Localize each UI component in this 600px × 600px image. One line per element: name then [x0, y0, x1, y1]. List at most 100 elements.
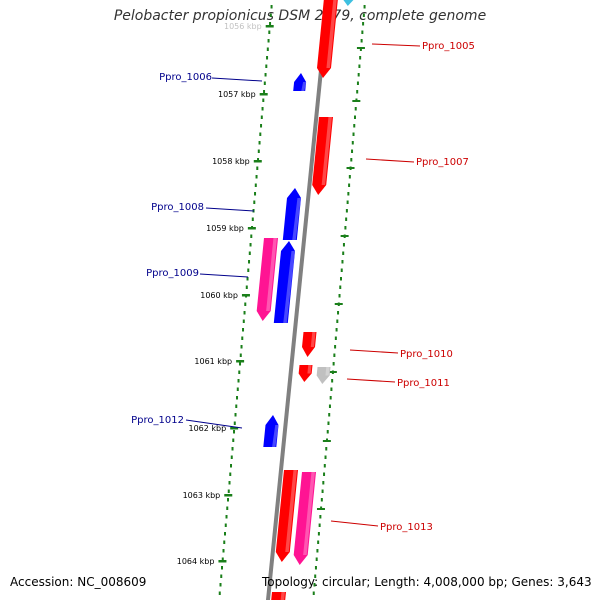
track-dot — [222, 549, 225, 553]
track-dash — [340, 235, 349, 237]
track-dot — [325, 447, 328, 451]
gene-body[interactable] — [273, 241, 295, 323]
gene-label-ppro-1005[interactable]: Ppro_1005 — [422, 41, 475, 52]
track-dot — [326, 430, 329, 434]
gene-label-ppro-1012[interactable]: Ppro_1012 — [131, 415, 184, 426]
gene-labels: Ppro_1005 Ppro_1006 Ppro_1007 Ppro_1008 Ppro… — [131, 41, 475, 533]
track-dot — [266, 47, 269, 51]
track-dot — [362, 13, 365, 17]
gene-ppro-1008[interactable] — [282, 188, 301, 240]
track-dot — [323, 472, 326, 476]
tick-dot-tracks — [218, 5, 366, 595]
track-dot — [333, 353, 336, 357]
track-dot — [224, 532, 227, 536]
track-dot — [227, 489, 230, 493]
gene-ppro-1010[interactable] — [302, 332, 317, 357]
track-dot — [332, 362, 335, 366]
track-dot — [260, 115, 263, 119]
gene-ppro-1009-pseudo[interactable] — [256, 238, 278, 321]
gene-label-ppro-1006[interactable]: Ppro_1006 — [159, 72, 212, 83]
genome-backbone — [265, 0, 331, 600]
track-dot — [339, 285, 342, 289]
track-dot — [248, 260, 251, 264]
gene-body[interactable] — [343, 0, 354, 6]
track-dot — [317, 532, 320, 536]
track-dot — [257, 158, 260, 162]
track-dot — [251, 217, 254, 221]
track-dot — [328, 404, 331, 408]
track-dot — [230, 464, 233, 468]
track-dot — [262, 98, 265, 102]
track-dot — [361, 30, 364, 34]
gene-ppro-1012[interactable] — [263, 415, 279, 447]
track-dot — [256, 166, 259, 170]
track-dot — [330, 387, 333, 391]
track-dot — [363, 5, 366, 9]
gene-ppro-1013[interactable] — [275, 470, 298, 562]
tick-label: 1056 kbp — [224, 22, 262, 31]
track-dot — [345, 209, 348, 213]
track-dash — [346, 167, 355, 169]
track-dot — [234, 413, 237, 417]
gene-label-ppro-1007[interactable]: Ppro_1007 — [416, 157, 469, 168]
track-dot — [348, 175, 351, 179]
gene-label-ppro-1008[interactable]: Ppro_1008 — [151, 202, 204, 213]
gene-label-ppro-1013[interactable]: Ppro_1013 — [380, 522, 433, 533]
track-dash — [316, 508, 325, 510]
track-dot — [353, 124, 356, 128]
track-dot — [218, 591, 221, 595]
gene-ppro-1007[interactable] — [312, 117, 333, 195]
gene-shine — [280, 592, 285, 600]
track-dot — [232, 438, 235, 442]
track-dot — [269, 13, 272, 17]
track-dot — [356, 81, 359, 85]
track-dash — [356, 47, 365, 49]
track-dot — [239, 362, 242, 366]
track-dot — [316, 549, 319, 553]
track-dot — [346, 200, 349, 204]
cyan-gene-fragment[interactable] — [343, 0, 354, 6]
gene-label-ppro-1011[interactable]: Ppro_1011 — [397, 378, 450, 389]
gene-ppro-1005[interactable] — [317, 0, 338, 78]
gene-ppro-1006[interactable] — [293, 73, 307, 91]
track-dot — [242, 328, 245, 332]
track-dot — [313, 583, 316, 587]
track-dot — [264, 73, 267, 77]
track-dot — [341, 260, 344, 264]
track-dot — [253, 200, 256, 204]
tick-mark — [236, 360, 245, 363]
track-dot — [247, 268, 250, 272]
track-dot — [360, 39, 363, 43]
gene-ppro-1011-other[interactable] — [316, 367, 331, 384]
tick-label: 1060 kbp — [200, 291, 238, 300]
track-dot — [233, 421, 236, 425]
tick-mark — [247, 227, 256, 230]
gene-features[interactable] — [256, 0, 354, 600]
gene-ppro-1009[interactable] — [273, 241, 295, 323]
tick-label: 1063 kbp — [183, 491, 221, 500]
track-dot — [257, 149, 260, 153]
accession-text: Accession: NC_008609 — [10, 575, 147, 589]
tick-label: 1062 kbp — [188, 424, 226, 433]
gene-label-ppro-1010[interactable]: Ppro_1010 — [400, 349, 453, 360]
gene-shine — [325, 367, 330, 376]
track-dot — [238, 370, 241, 374]
track-dot — [241, 336, 244, 340]
track-dot — [246, 277, 249, 281]
gene-ppro-1011[interactable] — [298, 365, 313, 382]
gene-shine — [301, 82, 307, 91]
tick-mark — [241, 294, 250, 297]
gene-label-ppro-1009[interactable]: Ppro_1009 — [146, 268, 199, 279]
track-dot — [266, 56, 269, 60]
track-dot — [338, 294, 341, 298]
track-dot — [255, 175, 258, 179]
gene-shine — [303, 472, 315, 555]
gene-label-leader — [205, 207, 255, 212]
gene-shine — [285, 470, 297, 552]
track-dot — [243, 311, 246, 315]
gene-shine — [307, 365, 312, 374]
bottom-gene-fragment[interactable] — [271, 592, 286, 600]
gene-label-leader — [211, 77, 263, 82]
gene-ppro-1013-pseudo[interactable] — [293, 472, 316, 565]
